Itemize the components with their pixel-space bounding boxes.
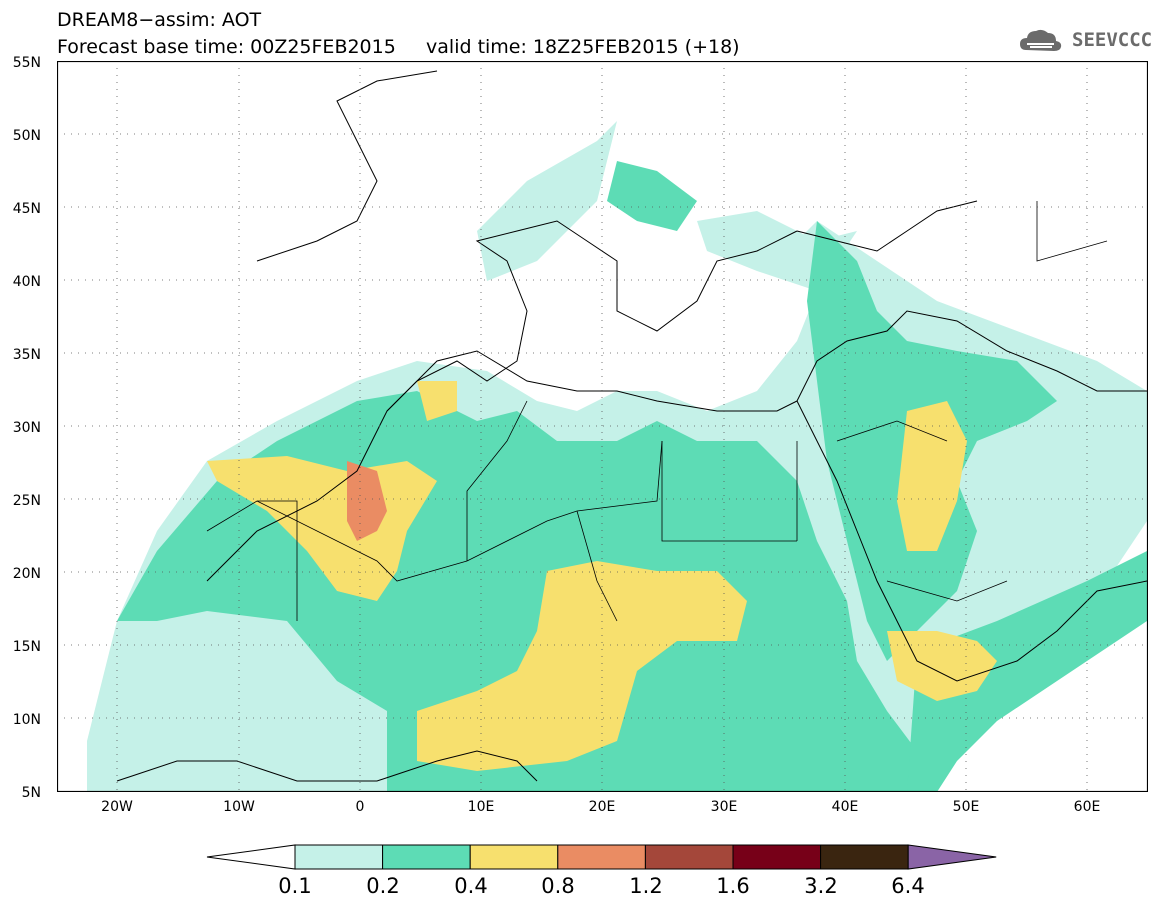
colorbar-swatch [382, 844, 471, 870]
lat-label: 40N [12, 274, 41, 290]
colorbar-label: 1.2 [629, 874, 663, 898]
lat-label: 15N [12, 639, 41, 655]
colorbar-label: 0.4 [454, 874, 488, 898]
colorbar-swatch [732, 844, 822, 870]
colorbar-label: 0.1 [278, 874, 312, 898]
lon-label: 10E [467, 799, 495, 815]
colorbar-swatch [907, 844, 997, 870]
lat-label: 50N [12, 128, 41, 144]
lon-label: 20E [588, 799, 616, 815]
colorbar-swatch [206, 844, 296, 870]
colorbar [206, 844, 997, 870]
lon-label: 50E [952, 799, 980, 815]
lat-label: 20N [12, 566, 41, 582]
colorbar-swatch [644, 844, 734, 870]
lon-label: 30E [710, 799, 738, 815]
lon-label: 0 [355, 799, 365, 815]
country-borders [206, 201, 1108, 622]
lon-label: 10W [223, 799, 255, 815]
colorbar-label: 0.8 [541, 874, 575, 898]
colorbar-label: 6.4 [891, 874, 925, 898]
lat-label: 35N [12, 347, 41, 363]
forecast-time-line: Forecast base time: 00Z25FEB2015 valid t… [57, 36, 740, 58]
logo-text: SEEVCCC [1072, 29, 1153, 51]
lat-label: 5N [21, 785, 41, 801]
colorbar-swatch [469, 844, 559, 870]
map-title: DREAM8−assim: AOT [57, 9, 262, 31]
aot-field [87, 121, 1147, 792]
coastlines [116, 70, 1148, 782]
lat-label: 10N [12, 712, 41, 728]
lon-label: 60E [1073, 799, 1101, 815]
lon-label: 40E [831, 799, 859, 815]
aot-map [57, 61, 1148, 792]
colorbar-label: 3.2 [804, 874, 838, 898]
lat-label: 45N [12, 201, 41, 217]
colorbar-swatch [820, 844, 909, 870]
lat-label: 55N [12, 55, 41, 71]
lat-label: 30N [12, 420, 41, 436]
cloud-logo-icon [1020, 29, 1062, 51]
colorbar-swatch [557, 844, 646, 870]
colorbar-swatch [294, 844, 384, 870]
colorbar-label: 1.6 [716, 874, 750, 898]
colorbar-label: 0.2 [366, 874, 400, 898]
lat-label: 25N [12, 493, 41, 509]
lon-label: 20W [101, 799, 133, 815]
